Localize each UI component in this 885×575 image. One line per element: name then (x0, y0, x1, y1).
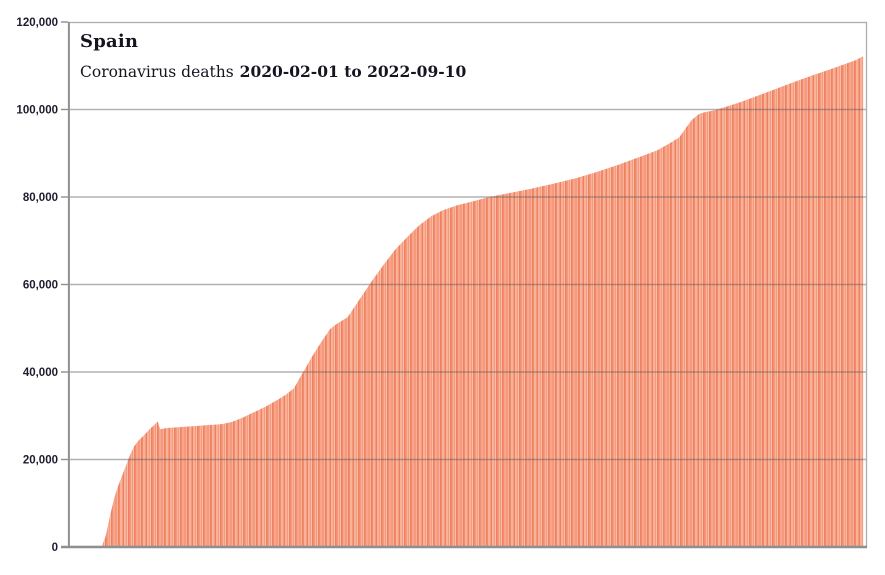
chart-subtitle: Coronavirus deaths 2020-02-01 to 2022-09-… (80, 62, 466, 81)
y-axis-tick-label: 100,000 (16, 105, 58, 117)
y-axis-tick-label: 60,000 (23, 280, 58, 292)
chart-subtitle-dates: 2020-02-01 to 2022-09-10 (239, 62, 467, 81)
y-axis-tick-label: 120,000 (16, 17, 58, 29)
axes (61, 21, 868, 549)
y-axis-tick-label: 0 (52, 542, 58, 554)
gridlines (69, 108, 866, 461)
chart-title: Spain (80, 31, 139, 52)
y-axis-tick-label: 20,000 (23, 455, 58, 467)
y-axis-tick-label: 80,000 (23, 192, 58, 204)
y-axis-labels: 0 20,000 40,000 60,000 80,000 100,000 120,000 (16, 17, 58, 554)
chart-subtitle-text: Coronavirus deaths (80, 63, 234, 81)
y-axis-tick-label: 40,000 (23, 367, 58, 379)
deaths-area-series (101, 56, 864, 547)
